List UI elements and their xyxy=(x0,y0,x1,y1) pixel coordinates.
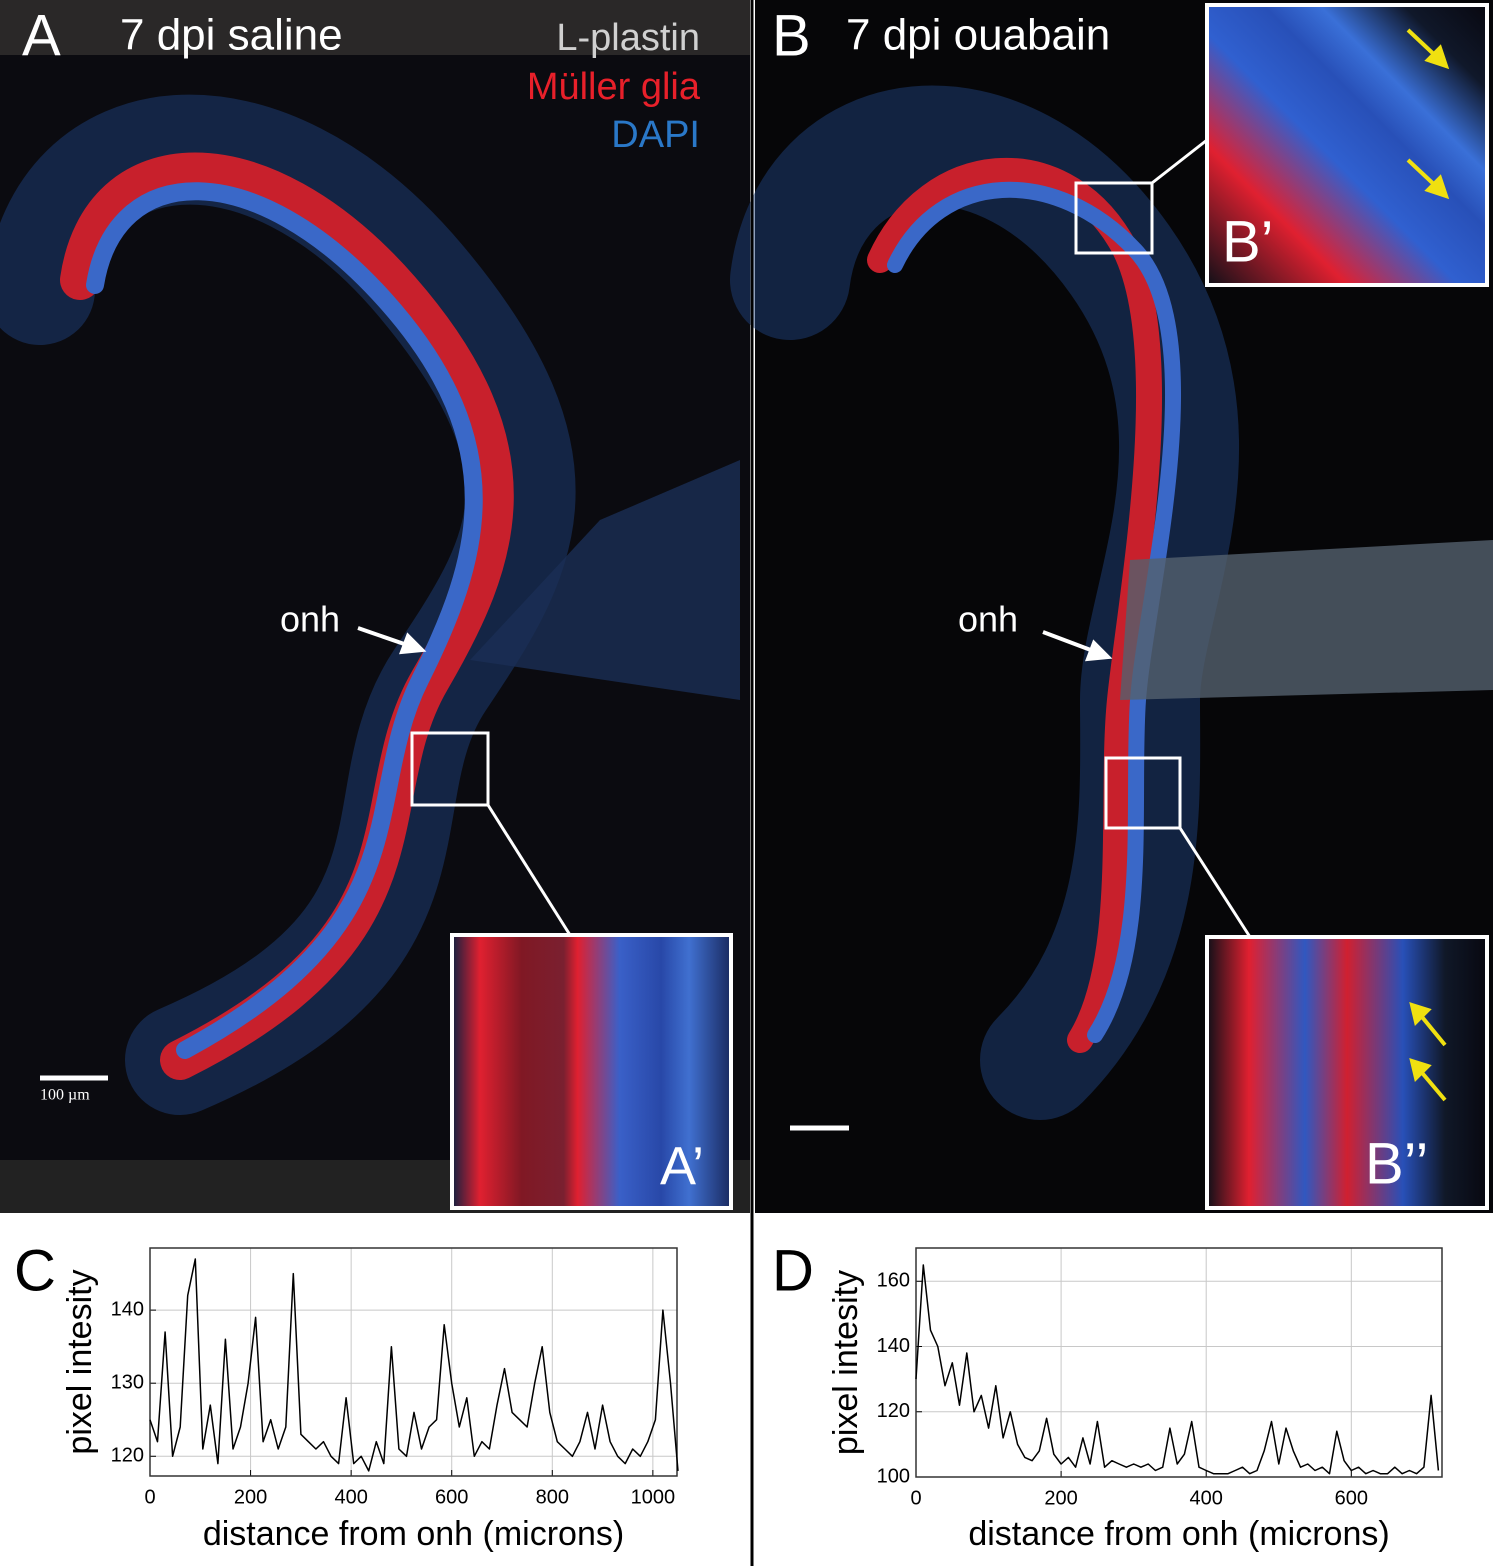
annotation: onh xyxy=(280,599,340,640)
y-tick-label: 120 xyxy=(111,1445,144,1467)
annotation: onh xyxy=(958,599,1018,640)
panel-letter: C xyxy=(14,1238,56,1303)
y-tick-label: 160 xyxy=(877,1270,910,1292)
panel-letter: A xyxy=(22,3,61,68)
y-axis-label: pixel intesity xyxy=(827,1270,865,1455)
x-tick-label: 600 xyxy=(1335,1487,1368,1509)
data-line xyxy=(915,1264,1440,1475)
y-tick-label: 130 xyxy=(111,1371,144,1393)
y-tick-label: 100 xyxy=(877,1465,910,1487)
y-axis-label: pixel intesity xyxy=(61,1269,99,1454)
legend-item: DAPI xyxy=(611,114,700,156)
scale-label: 100 µm xyxy=(40,1087,90,1104)
retina-b xyxy=(730,85,1493,1120)
panel-letter: D xyxy=(772,1238,814,1303)
plot-frame xyxy=(915,1247,1443,1478)
yellow-arrows xyxy=(1406,28,1450,1102)
x-axis-label: distance from onh (microns) xyxy=(203,1515,624,1553)
y-tick-label: 140 xyxy=(111,1298,144,1320)
x-axis-label: distance from onh (microns) xyxy=(968,1515,1389,1553)
panel-letter: B xyxy=(772,3,811,68)
x-tick-label: 600 xyxy=(435,1486,468,1508)
retina-a xyxy=(0,94,740,1115)
inset-label: B’’ xyxy=(1365,1131,1428,1196)
image-strip xyxy=(0,0,750,55)
data-line xyxy=(149,1258,679,1472)
x-tick-label: 800 xyxy=(536,1486,569,1508)
inset-label: B’ xyxy=(1222,209,1274,274)
panel-title: 7 dpi saline xyxy=(120,11,343,60)
y-tick-label: 120 xyxy=(877,1400,910,1422)
panel-title: 7 dpi ouabain xyxy=(846,11,1110,60)
x-tick-label: 0 xyxy=(144,1486,155,1508)
inset-label: A’ xyxy=(660,1136,704,1196)
legend-item: L-plastin xyxy=(556,17,700,59)
inset-b2 xyxy=(1205,935,1489,1210)
legend-item: Müller glia xyxy=(527,66,701,108)
x-tick-label: 200 xyxy=(1044,1487,1077,1509)
y-tick-label: 140 xyxy=(877,1335,910,1357)
inset-a xyxy=(450,933,733,1210)
x-tick-label: 400 xyxy=(334,1486,367,1508)
x-tick-label: 400 xyxy=(1190,1487,1223,1509)
x-tick-label: 0 xyxy=(910,1487,921,1509)
onh-arrows xyxy=(357,626,1113,662)
plot-frame xyxy=(149,1247,678,1477)
x-tick-label: 1000 xyxy=(631,1486,676,1508)
x-tick-label: 200 xyxy=(234,1486,267,1508)
zoom-markers xyxy=(410,138,1252,938)
